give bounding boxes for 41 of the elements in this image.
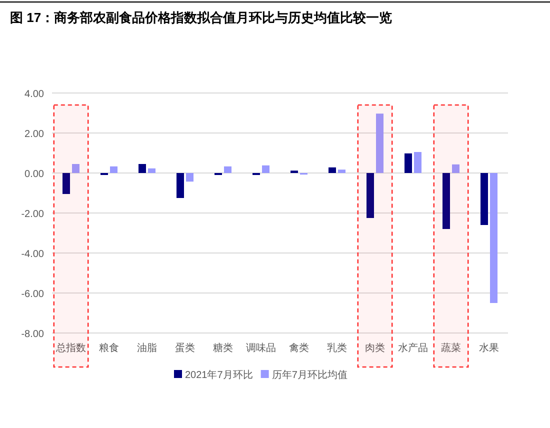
legend-label: 历年7月环比均值 [272, 369, 348, 381]
bar [110, 166, 118, 173]
bar [262, 165, 270, 173]
bar [186, 173, 194, 182]
bar [404, 153, 412, 173]
bar [480, 173, 488, 225]
bar [328, 167, 336, 173]
x-tick-label: 水产品 [398, 342, 428, 354]
x-tick-label: 油脂 [137, 342, 157, 354]
bar [490, 173, 498, 303]
bar [366, 173, 374, 218]
bar [224, 166, 232, 173]
chart-title: 图 17：商务部农副食品价格指数拟合值月环比与历史均值比较一览 [10, 10, 392, 25]
bar [452, 164, 460, 173]
bar [442, 173, 450, 229]
x-tick-label: 肉类 [365, 342, 385, 354]
y-tick-label: -2.00 [21, 209, 44, 220]
x-tick-label: 禽类 [289, 342, 309, 354]
x-tick-label: 蔬菜 [441, 342, 461, 354]
y-tick-label: -4.00 [21, 249, 44, 260]
x-tick-label: 粮食 [99, 342, 119, 354]
x-tick-label: 乳类 [327, 342, 347, 354]
bar [376, 114, 384, 173]
x-tick-label: 蛋类 [175, 342, 195, 354]
x-tick-label: 总指数 [55, 342, 86, 354]
bar [138, 164, 146, 173]
legend-label: 2021年7月环比 [185, 369, 253, 381]
bar [148, 168, 156, 173]
bar [176, 173, 184, 198]
bar [72, 164, 80, 173]
bar [62, 173, 70, 194]
x-tick-label: 水果 [479, 342, 499, 354]
y-tick-label: 0.00 [24, 169, 44, 180]
bar [414, 152, 422, 173]
bar [338, 170, 346, 173]
x-tick-label: 调味品 [246, 342, 276, 354]
y-tick-label: 4.00 [24, 89, 44, 100]
y-tick-label: -6.00 [21, 289, 44, 300]
y-tick-label: 2.00 [24, 129, 44, 140]
y-tick-label: -8.00 [21, 329, 44, 340]
x-tick-label: 糖类 [213, 342, 233, 354]
